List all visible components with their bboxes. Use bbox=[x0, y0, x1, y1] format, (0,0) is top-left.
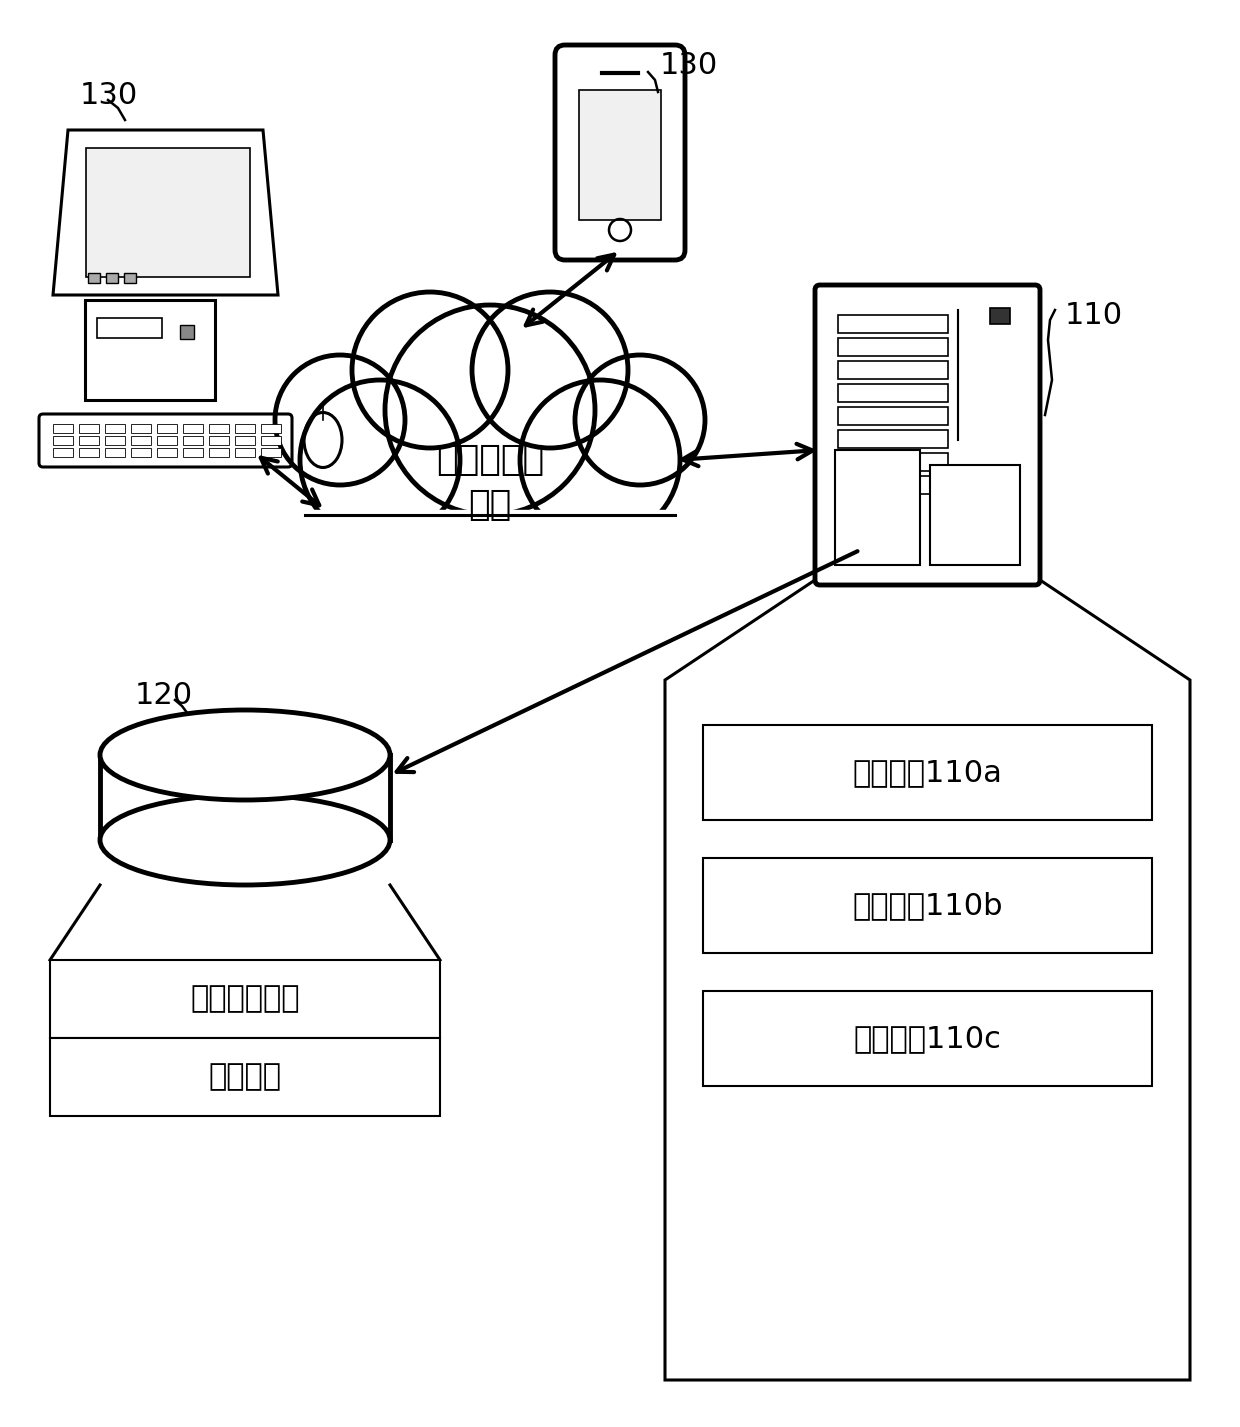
Bar bbox=[838, 430, 949, 448]
Bar bbox=[703, 725, 1152, 821]
Bar bbox=[210, 448, 229, 457]
Bar bbox=[260, 424, 281, 432]
Bar bbox=[180, 325, 193, 340]
Bar bbox=[131, 424, 151, 432]
Text: 120: 120 bbox=[135, 681, 193, 709]
Text: 130: 130 bbox=[660, 50, 718, 80]
Text: 接口单元110a: 接口单元110a bbox=[853, 758, 1002, 788]
Bar bbox=[100, 755, 391, 841]
Bar bbox=[290, 509, 689, 629]
Circle shape bbox=[472, 293, 627, 448]
Bar bbox=[131, 437, 151, 445]
Circle shape bbox=[520, 380, 680, 539]
Bar bbox=[236, 424, 255, 432]
Circle shape bbox=[384, 305, 595, 515]
Bar bbox=[210, 424, 229, 432]
Text: 编码单元110b: 编码单元110b bbox=[852, 890, 1003, 920]
Bar bbox=[260, 437, 281, 445]
Ellipse shape bbox=[100, 795, 391, 885]
Bar bbox=[184, 424, 203, 432]
Ellipse shape bbox=[304, 412, 342, 468]
Bar bbox=[157, 448, 177, 457]
Text: 匹配单元110c: 匹配单元110c bbox=[853, 1025, 1002, 1053]
Text: 音频基本信息: 音频基本信息 bbox=[190, 985, 300, 1013]
Bar bbox=[53, 448, 73, 457]
Text: 有线或无线: 有线或无线 bbox=[436, 442, 544, 477]
Bar bbox=[703, 990, 1152, 1086]
Bar bbox=[703, 858, 1152, 953]
Bar bbox=[236, 448, 255, 457]
Bar bbox=[157, 424, 177, 432]
Circle shape bbox=[300, 380, 460, 539]
Bar bbox=[105, 437, 125, 445]
Bar bbox=[79, 437, 99, 445]
Bar bbox=[838, 361, 949, 380]
Polygon shape bbox=[53, 130, 278, 295]
Polygon shape bbox=[665, 579, 1190, 1380]
Bar bbox=[97, 318, 162, 338]
Ellipse shape bbox=[100, 711, 391, 801]
FancyBboxPatch shape bbox=[556, 46, 684, 260]
Bar bbox=[131, 448, 151, 457]
Bar bbox=[157, 437, 177, 445]
Bar bbox=[79, 424, 99, 432]
Circle shape bbox=[352, 293, 508, 448]
Bar bbox=[53, 437, 73, 445]
Bar bbox=[79, 448, 99, 457]
Bar bbox=[184, 437, 203, 445]
Text: 130: 130 bbox=[81, 80, 138, 110]
Bar bbox=[86, 300, 215, 400]
Bar bbox=[184, 448, 203, 457]
Bar bbox=[86, 148, 250, 277]
Text: 音频指纹: 音频指纹 bbox=[208, 1063, 281, 1092]
Bar bbox=[838, 452, 949, 471]
Bar bbox=[838, 407, 949, 425]
Bar bbox=[105, 273, 118, 283]
Bar bbox=[990, 308, 1011, 324]
Bar bbox=[579, 90, 661, 220]
FancyBboxPatch shape bbox=[38, 414, 291, 467]
Bar bbox=[838, 384, 949, 402]
Bar bbox=[50, 1037, 440, 1116]
FancyBboxPatch shape bbox=[815, 285, 1040, 585]
Bar bbox=[50, 960, 440, 1037]
Circle shape bbox=[575, 355, 706, 485]
Bar bbox=[124, 273, 136, 283]
Bar bbox=[88, 273, 100, 283]
Bar bbox=[236, 437, 255, 445]
Bar bbox=[838, 338, 949, 355]
Text: 110: 110 bbox=[1065, 301, 1123, 330]
Bar bbox=[835, 450, 920, 565]
Bar bbox=[210, 437, 229, 445]
Bar bbox=[53, 424, 73, 432]
Bar bbox=[838, 477, 949, 494]
Text: 网络: 网络 bbox=[469, 488, 512, 522]
Bar bbox=[838, 315, 949, 332]
Bar bbox=[930, 465, 1021, 565]
Bar bbox=[260, 448, 281, 457]
Circle shape bbox=[275, 355, 405, 485]
Bar bbox=[105, 424, 125, 432]
Bar bbox=[105, 448, 125, 457]
